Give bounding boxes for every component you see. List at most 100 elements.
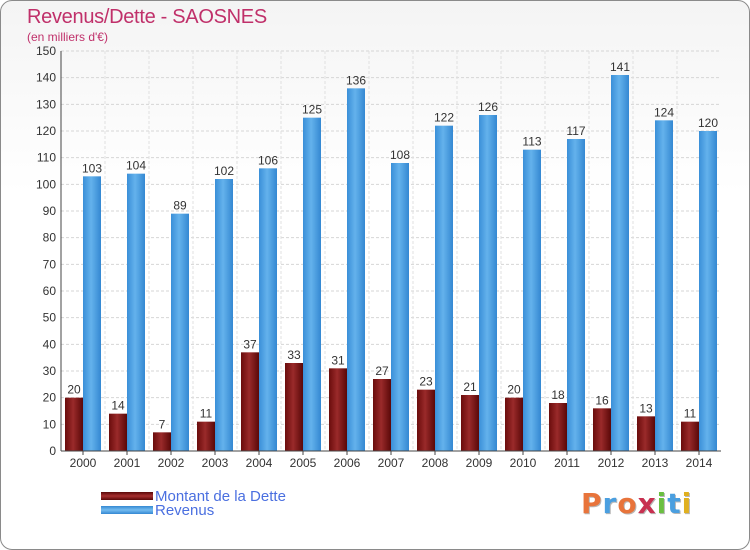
legend-item-debt: Montant de la Dette [101, 487, 286, 505]
legend-item-revenue: Revenus [101, 501, 215, 519]
y-tick-label: 120 [36, 124, 56, 138]
bar-debt [329, 368, 347, 451]
y-tick-label: 60 [43, 284, 57, 298]
data-label-debt: 21 [463, 380, 477, 394]
bar-debt [461, 395, 479, 451]
y-tick-label: 80 [43, 231, 57, 245]
y-tick-label: 20 [43, 391, 57, 405]
bar-revenue [699, 131, 717, 451]
data-label-debt: 31 [331, 353, 345, 367]
data-label-revenue: 106 [258, 153, 278, 167]
brand-logo: Proxiti [581, 487, 693, 520]
data-label-debt: 33 [287, 348, 301, 362]
x-tick-label: 2002 [158, 456, 185, 470]
y-tick-label: 100 [36, 177, 56, 191]
data-label-debt: 23 [419, 375, 433, 389]
x-tick-label: 2013 [642, 456, 669, 470]
data-label-revenue: 120 [698, 116, 718, 130]
data-label-revenue: 122 [434, 111, 454, 125]
legend-label-debt: Montant de la Dette [155, 487, 286, 505]
bar-debt [373, 379, 391, 451]
x-tick-label: 2011 [554, 456, 580, 470]
y-tick-label: 0 [49, 444, 56, 458]
bar-revenue [523, 149, 541, 451]
legend-label-revenue: Revenus [155, 501, 215, 519]
data-label-revenue: 89 [173, 199, 187, 213]
data-label-revenue: 126 [478, 100, 498, 114]
y-tick-label: 30 [43, 364, 57, 378]
bar-debt [637, 416, 655, 451]
chart-title: Revenus/Dette - SAOSNES [27, 6, 267, 28]
data-label-revenue: 113 [522, 135, 541, 149]
data-label-revenue: 124 [654, 105, 674, 119]
bar-revenue [259, 168, 277, 452]
bar-revenue [655, 120, 673, 451]
x-tick-label: 2000 [70, 456, 97, 470]
data-label-debt: 7 [159, 417, 166, 431]
bar-debt [285, 363, 303, 451]
bar-debt [241, 352, 259, 451]
data-label-debt: 20 [67, 383, 81, 397]
data-label-revenue: 103 [82, 161, 102, 175]
bar-debt [505, 397, 523, 451]
data-label-revenue: 117 [566, 124, 585, 138]
data-label-debt: 27 [375, 364, 389, 378]
axes: 0 10 20 30 40 50 60 70 80 90 100 110 120 130 140 150 200… [36, 44, 721, 470]
data-label-debt: 14 [111, 399, 125, 413]
data-label-revenue: 102 [214, 164, 234, 178]
x-tick-label: 2006 [334, 456, 361, 470]
y-tick-label: 150 [36, 44, 56, 58]
y-tick-label: 140 [36, 71, 56, 85]
data-label-revenue: 141 [610, 60, 630, 74]
x-tick-label: 2007 [378, 456, 405, 470]
legend-swatch-revenue [101, 506, 153, 514]
bar-debt [65, 397, 83, 451]
data-label-debt: 16 [595, 393, 609, 407]
x-tick-label: 2012 [598, 456, 625, 470]
x-tick-label: 2010 [510, 456, 537, 470]
y-tick-label: 10 [43, 417, 57, 431]
x-tick-label: 2009 [466, 456, 493, 470]
x-tick-label: 2014 [686, 456, 713, 470]
bar-revenue [83, 176, 101, 452]
data-label-revenue: 104 [126, 159, 146, 173]
y-tick-label: 40 [43, 337, 57, 351]
x-tick-label: 2004 [246, 456, 273, 470]
x-tick-label: 2008 [422, 456, 449, 470]
y-tick-label: 90 [43, 204, 57, 218]
bar-debt [681, 421, 699, 451]
bar-debt [417, 389, 435, 451]
bar-revenue [171, 213, 189, 451]
y-tick-label: 110 [37, 151, 56, 165]
bar-revenue [479, 115, 497, 451]
data-label-debt: 18 [551, 388, 565, 402]
bar-debt [197, 421, 215, 451]
bar-revenue [127, 173, 145, 451]
data-labels: 20 103 14 104 7 89 11 102 37 106 33 125 31 136 27 108 23… [67, 60, 718, 431]
data-label-revenue: 108 [390, 148, 410, 162]
y-tick-label: 130 [36, 97, 56, 111]
data-label-debt: 13 [639, 401, 653, 415]
bar-debt [153, 432, 171, 451]
x-tick-label: 2001 [114, 456, 141, 470]
bar-revenue [435, 125, 453, 452]
data-label-debt: 20 [507, 383, 521, 397]
bar-revenue [303, 117, 321, 452]
bar-revenue [611, 75, 629, 451]
bar-revenue [347, 88, 365, 451]
y-tick-label: 50 [43, 311, 57, 325]
data-label-revenue: 125 [302, 103, 322, 117]
bar-debt [593, 408, 611, 451]
bar-revenue [391, 163, 409, 451]
data-label-debt: 11 [200, 407, 213, 421]
legend-swatch-debt [101, 492, 153, 500]
x-tick-label: 2005 [290, 456, 317, 470]
bar-revenue [567, 139, 585, 451]
x-tick-label: 2003 [202, 456, 229, 470]
bar-debt [549, 403, 567, 451]
data-label-debt: 11 [684, 407, 697, 421]
data-label-debt: 37 [243, 337, 257, 351]
y-tick-label: 70 [43, 257, 57, 271]
